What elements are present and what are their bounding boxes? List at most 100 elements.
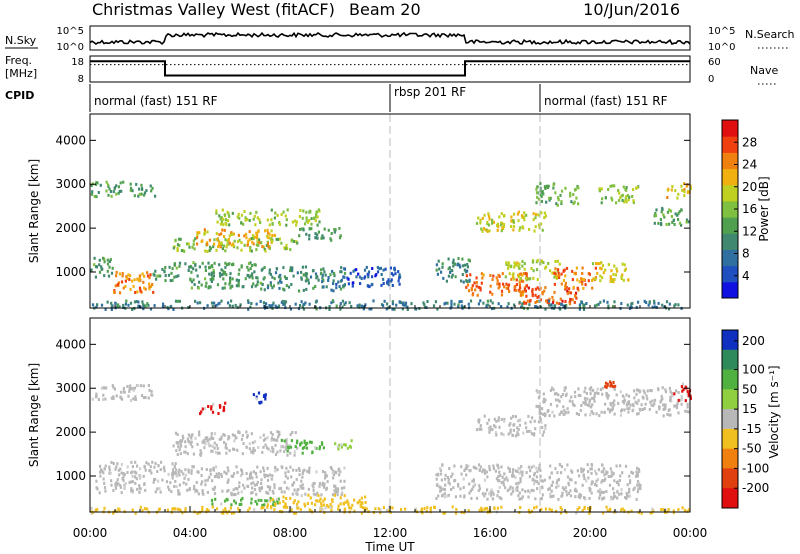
power-cell [491, 307, 494, 311]
power-cell [264, 229, 267, 233]
power-cell [481, 216, 484, 220]
power-cell [108, 260, 111, 263]
velocity-cell [540, 411, 543, 415]
velocity-cell [598, 496, 601, 500]
power-cell [544, 214, 547, 218]
cpid-segment-2: rbsp 201 RF [394, 85, 466, 99]
velocity-cell [182, 436, 185, 440]
power-cell [305, 216, 308, 220]
velocity-cell [204, 483, 207, 487]
velocity-cell [423, 507, 426, 510]
velocity-cell [557, 484, 560, 488]
velocity-cell [103, 506, 106, 510]
velocity-cell [211, 505, 214, 509]
velocity-cell [580, 404, 583, 407]
power-cell [516, 261, 519, 265]
power-cell [271, 286, 274, 290]
power-cell [148, 287, 151, 291]
velocity-cell [489, 493, 493, 497]
power-cell [193, 247, 196, 251]
power-cell [469, 299, 473, 303]
velocity-cell [472, 485, 475, 489]
velocity-cell [212, 437, 215, 440]
velocity-cell [559, 506, 562, 510]
velocity-cell [272, 491, 275, 495]
velocity-cell [258, 486, 261, 490]
power-colorbar-label: Power [dB] [757, 176, 771, 241]
nsky-panel-frame [89, 25, 691, 51]
velocity-cell [677, 391, 680, 394]
velocity-cell [643, 391, 646, 395]
power-cell [556, 203, 559, 207]
power-cell [677, 192, 680, 196]
power-cell [207, 261, 210, 265]
velocity-cell [287, 446, 290, 450]
velocity-cell [483, 471, 487, 475]
power-cell [228, 241, 231, 245]
power-colorbar-tick-label: 24 [742, 158, 757, 172]
power-cell [229, 280, 232, 284]
power-cell [479, 286, 482, 290]
power-cell [613, 300, 616, 304]
power-cell [222, 244, 226, 248]
velocity-cell [321, 470, 325, 473]
velocity-cell [340, 445, 343, 449]
velocity-cell [604, 381, 608, 385]
power-cell [387, 278, 390, 282]
power-cell [521, 264, 524, 268]
velocity-cell [599, 388, 602, 392]
velocity-cell [274, 443, 277, 447]
velocity-cell [566, 407, 569, 411]
power-cell [136, 277, 139, 281]
velocity-cell [262, 438, 266, 442]
power-cell [188, 245, 191, 249]
power-cell [452, 264, 455, 268]
velocity-cell [289, 465, 292, 469]
velocity-cell [607, 407, 610, 411]
power-cell [247, 261, 251, 265]
power-cell [305, 210, 308, 214]
power-cell [621, 273, 624, 277]
power-cell [109, 258, 112, 262]
velocity-cell [308, 508, 311, 512]
velocity-cell [509, 485, 512, 489]
power-cell [322, 236, 325, 240]
velocity-cell [662, 403, 665, 407]
velocity-cell [555, 392, 558, 396]
power-cell [337, 280, 340, 284]
freq-label-line1: Freq. [5, 54, 32, 67]
power-cell [560, 282, 563, 286]
velocity-cell [491, 497, 495, 501]
velocity-cell [540, 496, 543, 500]
power-cell [358, 303, 361, 307]
velocity-cell [500, 417, 503, 421]
power-cell [307, 281, 310, 285]
power-cell [378, 267, 381, 271]
velocity-cell [518, 491, 521, 495]
power-cell [577, 202, 580, 206]
power-cell [145, 189, 148, 193]
velocity-cell [549, 495, 552, 499]
velocity-cell [103, 486, 107, 490]
power-cell [482, 273, 485, 277]
power-cell [240, 241, 243, 245]
velocity-cell [566, 463, 569, 467]
velocity-cell [215, 472, 218, 476]
power-cell [513, 277, 516, 281]
velocity-cell [438, 485, 441, 489]
power-cell [666, 196, 669, 199]
power-cell [398, 300, 401, 304]
velocity-cell [317, 493, 320, 497]
velocity-cell [321, 508, 324, 511]
velocity-cell [516, 426, 519, 430]
power-cell [523, 218, 526, 222]
velocity-cell [437, 494, 440, 498]
power-cell [544, 286, 547, 289]
velocity-cell [429, 506, 432, 510]
power-cell [554, 272, 557, 276]
power-cell [680, 184, 683, 188]
velocity-cell [265, 446, 269, 450]
velocity-cell [636, 490, 639, 494]
power-cell [539, 286, 542, 290]
velocity-cell [455, 508, 458, 511]
